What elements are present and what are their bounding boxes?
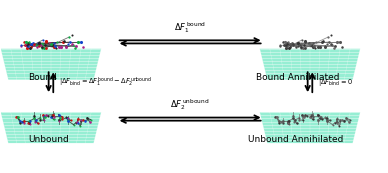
Text: $|\Delta F_{\mathrm{bind}} = 0$: $|\Delta F_{\mathrm{bind}} = 0$ [319, 77, 353, 88]
Text: $\Delta F_1^{\,\mathrm{bound}}$: $\Delta F_1^{\,\mathrm{bound}}$ [174, 20, 206, 35]
Text: Bound: Bound [28, 73, 57, 82]
Polygon shape [1, 49, 101, 80]
Polygon shape [260, 49, 360, 80]
Text: Unbound Annihilated: Unbound Annihilated [248, 135, 343, 144]
Text: Bound Annihilated: Bound Annihilated [256, 73, 340, 82]
Polygon shape [1, 112, 101, 143]
Polygon shape [260, 112, 360, 143]
Text: $|\Delta F_{\mathrm{bind}} = \Delta F_1^{\,\mathrm{bound}} - \Delta F_2^{\,\math: $|\Delta F_{\mathrm{bind}} = \Delta F_1^… [59, 76, 152, 89]
Text: Unbound: Unbound [28, 135, 69, 144]
Text: $\Delta F_2^{\,\mathrm{unbound}}$: $\Delta F_2^{\,\mathrm{unbound}}$ [170, 98, 210, 112]
